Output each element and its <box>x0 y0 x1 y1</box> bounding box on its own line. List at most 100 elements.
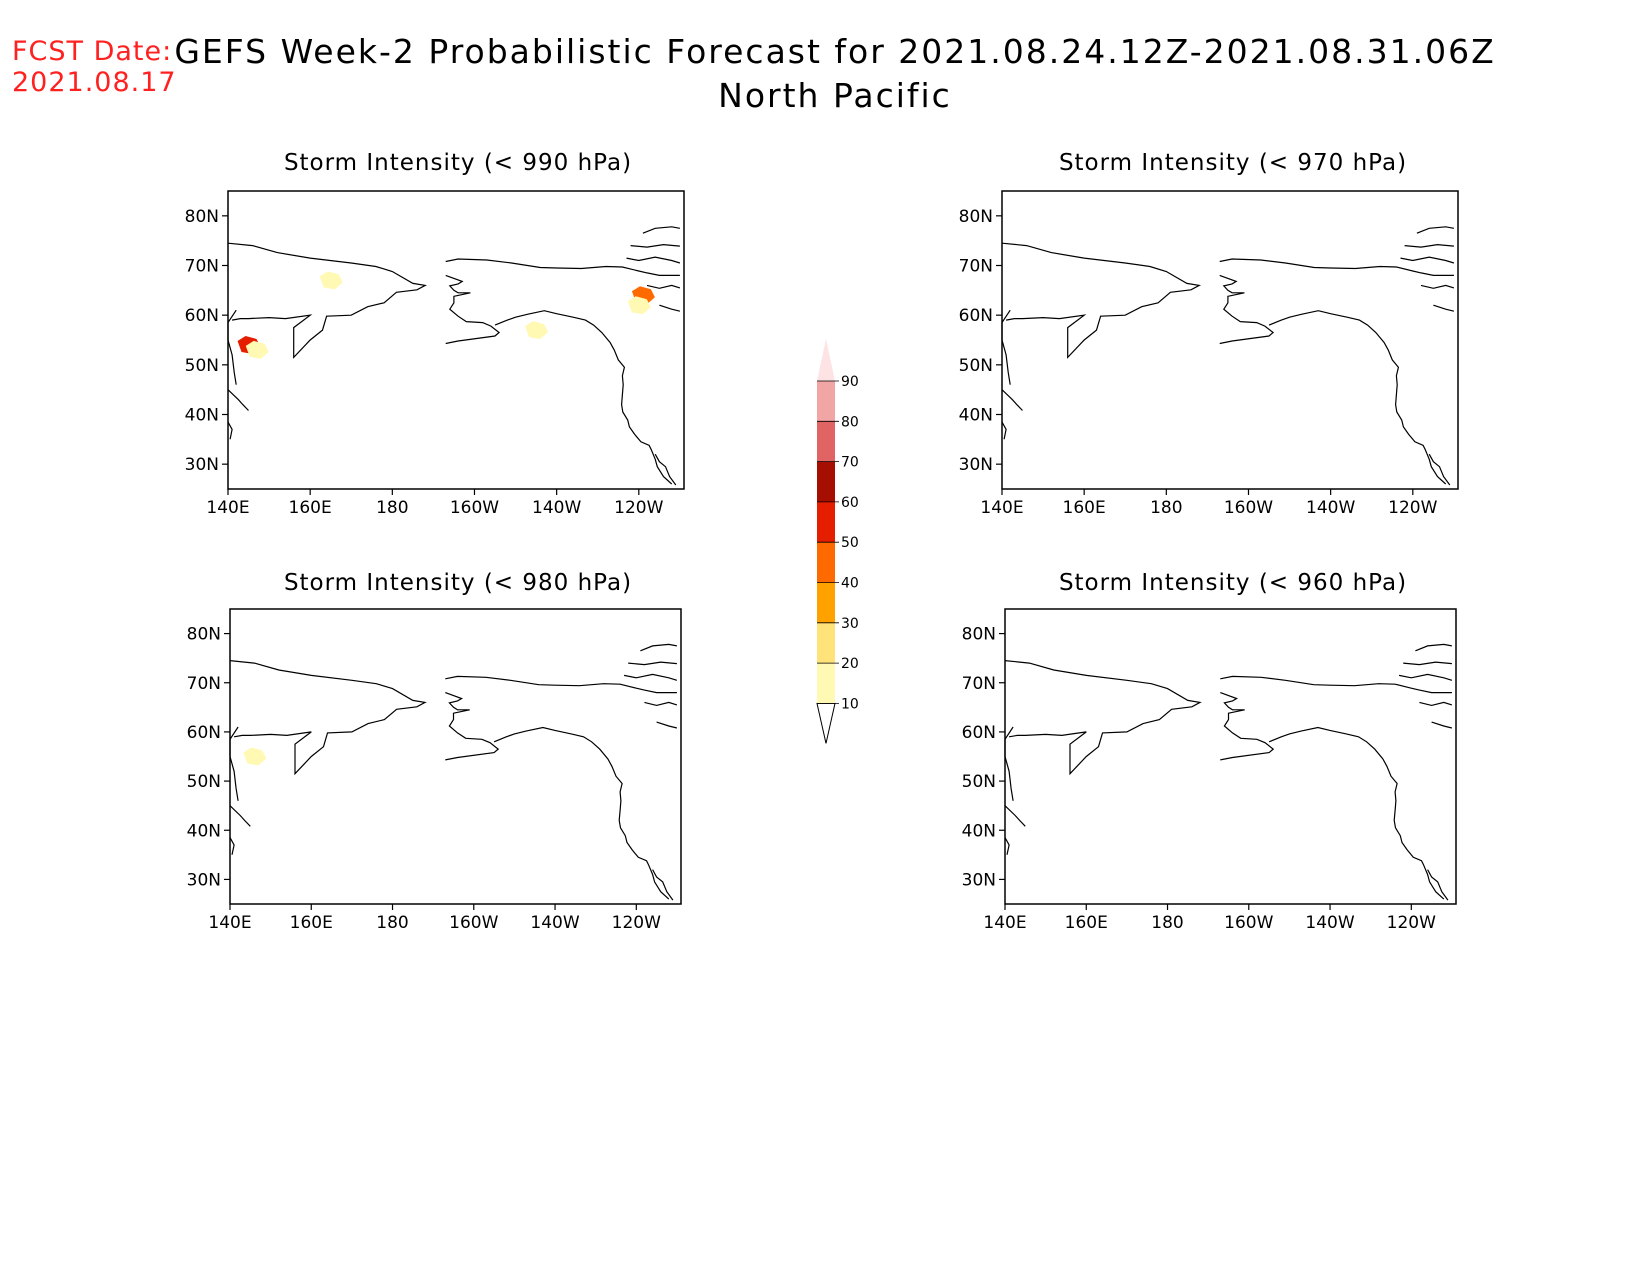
map-frame <box>229 608 682 905</box>
lon-tick-label: 120W <box>612 913 661 933</box>
probability-shade <box>319 271 343 290</box>
lat-tick-label: 40N <box>962 821 996 841</box>
lon-tick-label: 160W <box>450 498 499 518</box>
lon-tick-label: 140E <box>206 498 249 518</box>
map-frame <box>227 190 685 490</box>
lon-tick-label: 140E <box>208 913 251 933</box>
coastline-line <box>1219 274 1275 345</box>
coastline-line <box>654 453 677 486</box>
coastline-line <box>1004 726 1014 801</box>
colorbar-label: 70 <box>841 455 859 471</box>
lat-tick-label: 30N <box>185 455 219 475</box>
coastline-line <box>623 673 678 681</box>
colorbar-label: 90 <box>841 374 859 390</box>
probability-shade <box>243 747 267 766</box>
coastline-line <box>445 258 680 276</box>
coastline-line <box>644 701 678 707</box>
lon-tick-label: 160E <box>1065 913 1108 933</box>
main-title-block: GEFS Week-2 Probabilistic Forecast for 2… <box>0 30 1650 118</box>
coastline-line <box>659 304 681 312</box>
map-frame <box>1004 608 1457 905</box>
panel-title-960: Storm Intensity (< 960 hPa) <box>1058 570 1408 596</box>
coastline-line <box>445 675 677 694</box>
colorbar-lower-cap <box>816 702 836 744</box>
coastline-line <box>1419 701 1453 707</box>
lon-tick-label: 140W <box>532 498 581 518</box>
lon-tick-label: 120W <box>1388 498 1437 518</box>
colorbar-label: 50 <box>841 535 859 551</box>
lat-tick-label: 50N <box>185 356 219 376</box>
colorbar-segment <box>817 501 835 543</box>
lat-tick-label: 60N <box>185 306 219 326</box>
colorbar-label: 30 <box>841 616 859 632</box>
forecast-date-block: FCST Date: 2021.08.17 <box>12 36 177 98</box>
region-title: North Pacific <box>718 76 952 115</box>
coastline-line <box>494 310 673 485</box>
lon-tick-label: 140W <box>1306 498 1355 518</box>
lat-tick-label: 80N <box>187 625 221 645</box>
lon-tick-label: 140E <box>980 498 1023 518</box>
lat-tick-label: 80N <box>962 625 996 645</box>
coastline-line <box>1001 242 1202 359</box>
coastline-line <box>1001 421 1007 440</box>
lon-tick-label: 160E <box>290 913 333 933</box>
coastline-line <box>1004 805 1026 827</box>
coastline-line <box>652 869 674 901</box>
lon-tick-label: 180 <box>376 913 408 933</box>
coastline-line <box>646 284 681 289</box>
colorbar-segment <box>817 542 835 583</box>
lat-tick-label: 60N <box>962 723 996 743</box>
lon-tick-label: 180 <box>1151 913 1183 933</box>
colorbar-label: 80 <box>841 414 859 430</box>
coastline-line <box>1403 661 1452 666</box>
fcst-date-label: FCST Date: <box>12 36 173 67</box>
coastline-line <box>229 837 235 855</box>
lon-tick-label: 160W <box>1224 913 1273 933</box>
lat-tick-label: 30N <box>962 870 996 890</box>
lat-tick-label: 70N <box>962 674 996 694</box>
colorbar-segment <box>817 461 835 502</box>
coastline-line <box>1415 643 1453 652</box>
probability-shade <box>525 321 549 340</box>
coastline-line <box>630 243 680 248</box>
lon-tick-label: 160W <box>449 913 498 933</box>
lon-tick-label: 160E <box>1063 498 1106 518</box>
lon-tick-label: 180 <box>1150 498 1182 518</box>
lon-tick-label: 120W <box>1387 913 1436 933</box>
coastline-line <box>1433 304 1455 312</box>
coastline-line <box>229 805 251 827</box>
coastline-line <box>229 660 427 776</box>
coastline-line <box>1268 726 1445 900</box>
coastline-line <box>229 726 239 801</box>
coastline-line <box>656 721 678 729</box>
lon-tick-label: 160E <box>289 498 332 518</box>
colorbar-label: 10 <box>841 696 859 712</box>
coastline-line <box>1428 453 1451 486</box>
colorbar-label: 20 <box>841 656 859 672</box>
lon-tick-label: 140E <box>983 913 1026 933</box>
coastline-line <box>1427 869 1449 901</box>
main-title: GEFS Week-2 Probabilistic Forecast for 2… <box>174 32 1496 71</box>
lat-tick-label: 70N <box>959 257 993 277</box>
lat-tick-label: 40N <box>959 406 993 426</box>
lat-tick-label: 70N <box>187 674 221 694</box>
colorbar-segment <box>817 421 835 462</box>
lon-tick-label: 180 <box>376 498 408 518</box>
coastline-line <box>1001 309 1011 385</box>
lat-tick-label: 80N <box>959 207 993 227</box>
colorbar-segment <box>817 622 835 664</box>
map-frame <box>1001 190 1459 490</box>
coastline-line <box>1404 243 1454 248</box>
lat-tick-label: 40N <box>187 821 221 841</box>
panel-title-980: Storm Intensity (< 980 hPa) <box>283 570 633 596</box>
coastline-line <box>445 692 500 761</box>
coastline-line <box>1001 389 1023 411</box>
lat-tick-label: 70N <box>185 257 219 277</box>
probability-shade <box>627 296 651 315</box>
coastline-line <box>227 421 233 440</box>
lat-tick-label: 30N <box>959 455 993 475</box>
lat-tick-label: 60N <box>959 306 993 326</box>
lat-tick-label: 40N <box>185 406 219 426</box>
coastline-line <box>640 643 678 652</box>
coastline-line <box>1398 673 1453 681</box>
